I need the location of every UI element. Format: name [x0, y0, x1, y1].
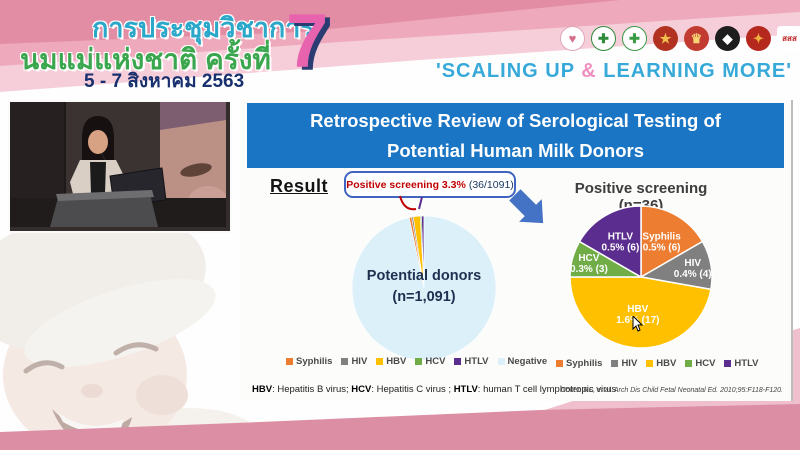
tagline-ampersand: & [581, 60, 597, 82]
result-heading: Result [270, 176, 329, 196]
legend-item-syphilis: Syphilis [556, 358, 602, 369]
pie-slice-negative [351, 215, 497, 361]
presenter-scene [10, 102, 226, 227]
baby-photo-background [0, 233, 248, 447]
callout-highlight: Positive screening 3.3% [346, 178, 466, 191]
legend-label: HCV [425, 356, 446, 367]
pie-slice-htlv [578, 205, 642, 279]
left-pie-subtitle: (n=1,091) [392, 289, 456, 306]
royal-institute-crest-logo: ♛ [684, 26, 709, 51]
legend-swatch [497, 358, 505, 365]
footnote-text: : human T cell lymphotropic virus [477, 384, 617, 395]
legend-label: HTLV [734, 358, 759, 369]
legend-swatch [611, 360, 619, 367]
arrow-icon [509, 189, 544, 224]
legend-label: HIV [621, 358, 638, 369]
conference-title-line2: นมแม่แห่งชาติ ครั้งที่ [20, 44, 271, 75]
legend-item-hiv: HIV [341, 356, 367, 367]
legend-item-hbv: HBV [646, 358, 676, 369]
pie-slice-hbv [569, 276, 712, 349]
left-pie-title: Potential donors [366, 268, 482, 284]
pie-slice-label-hiv: HIV 0.4% (4) [674, 258, 712, 280]
legend-label: HCV [695, 358, 716, 369]
legend-label: HBV [656, 358, 677, 369]
podium [50, 194, 158, 227]
footnote-text: : Hepatitis B virus; [272, 384, 352, 395]
footnote-abbr: HCV [351, 384, 372, 395]
legend-item-hbv: HBV [376, 356, 406, 367]
legend-label: Syphilis [566, 358, 603, 369]
legend-swatch [724, 360, 732, 367]
legend-swatch [341, 358, 349, 365]
thai-health-sss-logo: สสส [777, 26, 800, 51]
callout-pointer-line [399, 195, 423, 211]
pie-slice-label-htlv: HTLV 0.5% (6) [602, 231, 640, 253]
conference-title-line1: การประชุมวิชาการ [92, 13, 315, 43]
legend-label: HTLV [464, 356, 489, 367]
legend-swatch [286, 358, 293, 365]
pie-slice-label-syphilis: Syphilis 0.5% (6) [642, 231, 681, 253]
positive-screening-callout: Positive screening 3.3% (36/1091) [344, 171, 516, 198]
citation: Cohen RS, et al. Arch Dis Child Fetal Ne… [560, 387, 783, 394]
medical-society-logo: ✦ [746, 26, 771, 51]
legend-item-htlv: HTLV [724, 358, 759, 369]
legend-label: HIV [351, 356, 368, 367]
callout-detail: (36/1091) [468, 178, 514, 191]
legend-item-hiv: HIV [611, 358, 637, 369]
university-seal-logo: ◆ [715, 26, 740, 51]
tagline-text: LEARNING MORE' [596, 60, 792, 82]
footnote-text: : Hepatitis C virus ; [371, 384, 454, 395]
mouse-cursor [632, 316, 644, 332]
presentation-slide: Retrospective Review of Serological Test… [240, 100, 793, 401]
pie-slice-syphilis [640, 205, 704, 279]
conference-dates: 5 - 7 สิงหาคม 2563 [84, 71, 245, 92]
royal-college-logo: ★ [653, 26, 678, 51]
breastfeeding-foundation-logo: ♥ [560, 26, 585, 51]
legend-swatch [415, 358, 423, 365]
legend-label: Syphilis [296, 356, 333, 367]
abbreviation-footnote: HBV: Hepatitis B virus; HCV: Hepatitis C… [252, 384, 616, 395]
header-background [0, 0, 800, 92]
health-department-logo: ✚ [622, 26, 647, 51]
presenter-webcam-video [8, 100, 232, 233]
potential-donors-label: Potential donors (n=1,091) [349, 266, 499, 308]
legend-label: HBV [386, 356, 407, 367]
legend-item-hcv: HCV [685, 358, 715, 369]
legend-item-htlv: HTLV [454, 356, 489, 367]
legend-label: Negative [507, 356, 548, 367]
legend-item-hcv: HCV [415, 356, 445, 367]
legend-swatch [454, 358, 462, 365]
legend-item-negative: Negative [497, 356, 548, 367]
conference-edition-number: 7 [286, 0, 329, 84]
conference-tagline: 'SCALING UP & LEARNING MORE' [390, 60, 792, 83]
footnote-abbr: HTLV [453, 384, 478, 395]
legend-right: Syphilis HIV HBV HCV HTLV [556, 358, 759, 369]
positive-screening-pie-chart: Syphilis 0.5% (6)HIV 0.4% (4)HBV 1.6% (17)H… [569, 205, 713, 349]
legend-swatch [376, 358, 384, 365]
legend-left: Syphilis HIV HBV HCV HTLV Negative [286, 356, 547, 367]
tagline-text: 'SCALING UP [435, 60, 582, 82]
slide-title: Retrospective Review of Serological Test… [247, 103, 784, 168]
medical-council-logo: ✚ [591, 26, 616, 51]
sponsor-logos-row: ♥ ✚ ✚ ★ ♛ ◆ ✦ สสส [560, 26, 800, 51]
footnote-abbr: HBV [252, 384, 273, 395]
legend-swatch [685, 360, 693, 367]
pie-slice-label-hcv: HCV 0.3% (3) [570, 253, 608, 275]
legend-swatch [556, 360, 563, 367]
legend-swatch [646, 360, 654, 367]
legend-item-syphilis: Syphilis [286, 356, 332, 367]
potential-donors-pie-chart [351, 215, 497, 361]
